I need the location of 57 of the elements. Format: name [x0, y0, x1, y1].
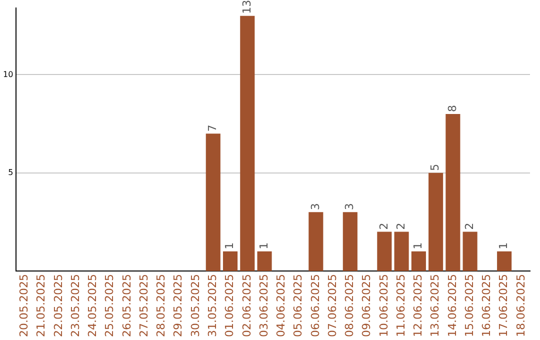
x-tick-label: 10.06.2025: [377, 274, 390, 338]
data-label: 13: [240, 0, 254, 14]
x-tick-label: 18.06.2025: [514, 274, 528, 338]
bar: [257, 251, 272, 272]
bar: [222, 251, 238, 272]
x-tick-label: 04.06.2025: [274, 274, 288, 338]
x-tick-label: 30.05.2025: [188, 274, 202, 338]
x-tick-label: 25.05.2025: [103, 274, 116, 338]
bar: [446, 114, 460, 272]
x-tick-label: 26.05.2025: [120, 274, 134, 338]
bar: [428, 172, 444, 272]
x-tick-label: 11.06.2025: [394, 274, 408, 338]
x-tick-label: 21.05.2025: [34, 274, 48, 338]
data-label: 1: [497, 242, 510, 250]
x-tick-label: 29.05.2025: [172, 274, 185, 338]
bar: [497, 251, 512, 272]
x-tick-label: 27.05.2025: [137, 274, 150, 338]
data-label: 3: [308, 203, 322, 210]
x-tick-label: 14.06.2025: [446, 274, 459, 338]
data-label: 1: [257, 242, 270, 250]
bar: [308, 212, 324, 272]
data-label: 2: [377, 222, 390, 230]
x-tick-label: 31.05.2025: [206, 274, 220, 338]
bar: [240, 16, 255, 272]
bar: [342, 212, 358, 272]
x-tick-label: 16.06.2025: [480, 274, 494, 338]
data-label: 1: [223, 242, 236, 250]
bar: [411, 251, 426, 272]
data-label: 7: [206, 124, 220, 132]
data-label: 8: [446, 104, 459, 112]
x-tick-label: 01.06.2025: [223, 274, 236, 338]
x-tick-label: 22.05.2025: [52, 274, 65, 338]
x-tick-label: 06.06.2025: [308, 274, 322, 338]
data-label: 5: [428, 164, 442, 171]
x-tick-label: 09.06.2025: [360, 274, 374, 338]
x-tick-label: 28.05.2025: [154, 274, 168, 338]
data-label: 1: [412, 242, 425, 250]
x-tick-label: 02.06.2025: [240, 274, 254, 338]
bar: [462, 232, 478, 272]
data-label: 2: [394, 222, 408, 230]
x-tick-label: 23.05.2025: [68, 274, 82, 338]
x-tick-label: 24.05.2025: [86, 274, 100, 338]
x-tick-label: 17.06.2025: [497, 274, 510, 338]
y-tick-label: 10: [2, 70, 14, 79]
x-tick-label: 20.05.2025: [18, 274, 31, 338]
bar: [206, 134, 220, 272]
bar: [377, 232, 392, 272]
x-tick-label: 07.06.2025: [326, 274, 339, 338]
x-tick-label: 03.06.2025: [257, 274, 270, 338]
x-tick-label: 05.06.2025: [292, 274, 305, 338]
x-tick-label: 13.06.2025: [428, 274, 442, 338]
x-tick-label: 12.06.2025: [412, 274, 425, 338]
x-tick-label: 15.06.2025: [462, 274, 476, 338]
bar: [394, 232, 409, 272]
x-tick-label: 08.06.2025: [343, 274, 356, 338]
data-label: 3: [343, 203, 356, 210]
data-label: 2: [462, 222, 476, 230]
